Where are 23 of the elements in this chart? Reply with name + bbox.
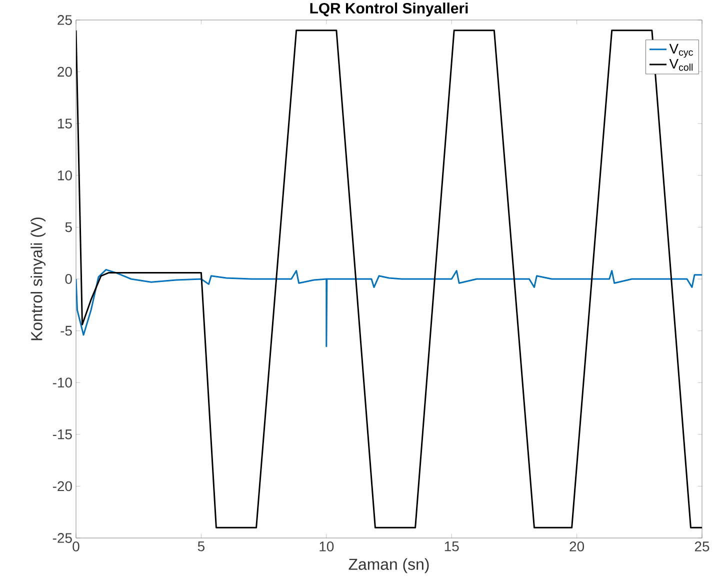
y-tick-label: 15 xyxy=(58,118,72,128)
x-tick-label: 25 xyxy=(694,542,710,552)
y-tick-label: 10 xyxy=(58,170,72,180)
legend-label: V$_{coll}$ xyxy=(669,58,693,71)
y-tick-label: -5 xyxy=(60,326,72,336)
y-tick-label: -20 xyxy=(52,481,72,492)
legend-label: V$_{cyc}$ xyxy=(669,44,693,58)
x-tick-label: 15 xyxy=(444,542,459,552)
y-tick-label: 5 xyxy=(65,222,72,232)
line-series xyxy=(76,30,702,528)
x-tick-label: 0 xyxy=(72,542,80,552)
y-tick-label: -10 xyxy=(52,378,72,388)
x-tick-label: 5 xyxy=(198,542,204,552)
y-tick-label: 0 xyxy=(65,274,72,284)
y-tick-label: -15 xyxy=(52,430,72,440)
chart-title: LQR Kontrol Sinyalleri xyxy=(310,2,468,16)
y-tick-label: 20 xyxy=(58,66,72,77)
x-tick-label: 20 xyxy=(570,542,584,552)
x-tick-label: 10 xyxy=(320,542,334,552)
y-axis-title: Kontrol sinyali (V) xyxy=(30,218,46,340)
x-axis-title: Zaman (sn) xyxy=(348,558,429,574)
y-tick-label: 25 xyxy=(58,15,72,25)
y-tick-label: -25 xyxy=(52,533,72,543)
